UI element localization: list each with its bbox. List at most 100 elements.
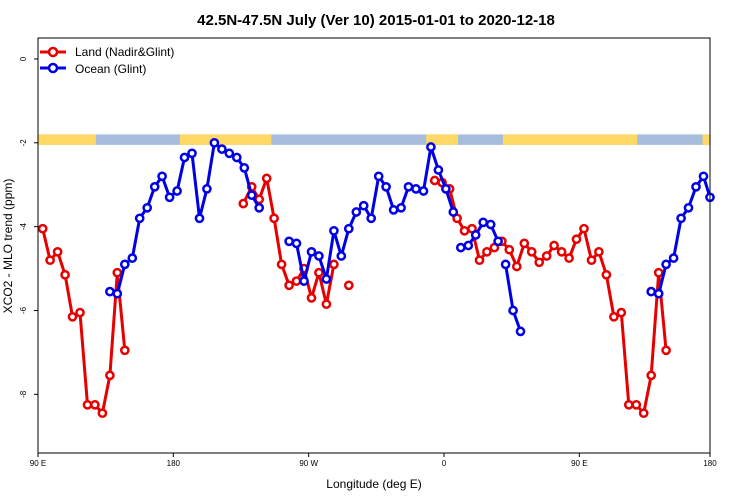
x-tick-label: 180 <box>703 459 717 468</box>
data-point-ocean <box>284 236 294 247</box>
data-point-ocean <box>239 163 250 173</box>
data-point-land <box>97 408 108 419</box>
data-point-ocean <box>388 205 399 215</box>
data-point-ocean <box>691 181 701 192</box>
data-point-land <box>238 198 249 209</box>
chart-title: 42.5N-47.5N July (Ver 10) 2015-01-01 to … <box>197 12 555 29</box>
data-point-ocean <box>646 286 657 297</box>
data-point-land <box>601 269 612 280</box>
data-point-ocean <box>231 152 242 163</box>
mask-land-band <box>38 134 96 145</box>
mask-land-band <box>702 134 710 145</box>
data-point-land <box>112 267 123 278</box>
data-point-land <box>556 246 567 257</box>
data-point-ocean <box>653 288 664 299</box>
data-point-land <box>571 234 582 245</box>
data-point-ocean <box>441 184 451 194</box>
data-point-ocean <box>336 251 347 261</box>
data-point-land <box>284 280 294 291</box>
data-point-land <box>661 345 671 356</box>
data-point-land <box>519 238 530 249</box>
data-point-ocean <box>418 186 429 196</box>
data-point-land <box>482 246 492 257</box>
data-point-ocean <box>373 171 384 182</box>
land-ocean-mask-strip <box>38 134 710 145</box>
data-point-land <box>306 293 317 303</box>
x-tick-label: 0 <box>442 459 447 468</box>
data-point-land <box>549 240 559 251</box>
data-point-land <box>82 399 93 410</box>
data-point-land <box>609 311 619 322</box>
data-point-ocean <box>314 251 324 261</box>
data-point-land <box>504 244 515 255</box>
data-point-ocean <box>217 144 227 154</box>
data-point-ocean <box>105 286 115 297</box>
x-tick-label: 90 E <box>30 459 46 468</box>
data-point-land <box>329 259 339 270</box>
x-tick-label: 90 W <box>299 459 318 468</box>
data-point-land <box>269 213 279 224</box>
data-point-ocean <box>478 217 489 228</box>
data-point-ocean <box>306 246 317 257</box>
data-point-ocean <box>179 152 190 163</box>
y-tick-label: -2 <box>19 139 28 147</box>
data-point-ocean <box>661 259 671 270</box>
y-tick-label: -8 <box>19 390 28 398</box>
mask-ocean-band <box>38 134 710 145</box>
data-point-land <box>90 399 100 410</box>
data-point-ocean <box>329 225 339 236</box>
data-point-ocean <box>127 253 138 263</box>
data-point-ocean <box>463 240 474 251</box>
y-tick-label: -6 <box>19 306 28 314</box>
legend-ocean-marker <box>47 62 59 74</box>
data-point-land <box>60 269 70 280</box>
data-point-ocean <box>493 236 503 247</box>
data-point-ocean <box>455 242 466 253</box>
y-tick-label: -4 <box>19 223 28 231</box>
data-point-ocean <box>366 213 377 224</box>
data-point-ocean <box>381 181 391 192</box>
data-point-land <box>276 259 287 270</box>
data-point-land <box>474 255 485 266</box>
data-point-ocean <box>172 186 182 196</box>
series-ocean <box>105 137 715 337</box>
data-point-ocean <box>470 230 481 240</box>
data-point-ocean <box>299 276 309 286</box>
mask-land-band <box>426 134 458 145</box>
y-axis-title: XCO2 - MLO trend (ppm) <box>1 179 15 314</box>
series-land <box>37 173 671 419</box>
data-point-land <box>594 246 604 257</box>
data-point-land <box>653 267 664 278</box>
data-point-land <box>291 276 302 286</box>
data-point-ocean <box>291 238 302 249</box>
data-point-ocean <box>187 148 197 159</box>
data-point-ocean <box>164 192 175 203</box>
data-point-land <box>119 345 130 356</box>
data-point-ocean <box>254 202 265 213</box>
legend: Land (Nadir&Glint) Ocean (Glint) <box>40 45 174 76</box>
x-axis-title: Longitude (deg E) <box>326 477 421 491</box>
data-point-land <box>67 311 78 322</box>
data-point-ocean <box>485 219 496 230</box>
data-point-ocean <box>142 202 153 213</box>
mask-land-band <box>502 134 638 145</box>
data-point-ocean <box>411 184 421 194</box>
data-point-ocean <box>149 181 160 192</box>
data-point-ocean <box>433 165 444 175</box>
data-point-land <box>314 267 324 278</box>
mask-land-band <box>179 134 272 145</box>
data-point-land <box>586 255 597 266</box>
data-point-land <box>646 370 657 381</box>
data-point-ocean <box>209 137 220 148</box>
data-point-land <box>579 223 589 234</box>
data-point-ocean <box>500 259 511 270</box>
data-point-ocean <box>246 190 257 201</box>
data-point-ocean <box>134 213 145 224</box>
x-tick-label: 180 <box>167 459 181 468</box>
data-point-land <box>343 280 354 291</box>
y-axis: 0 -2 -4 -6 -8 <box>19 56 38 398</box>
data-point-ocean <box>426 142 436 152</box>
